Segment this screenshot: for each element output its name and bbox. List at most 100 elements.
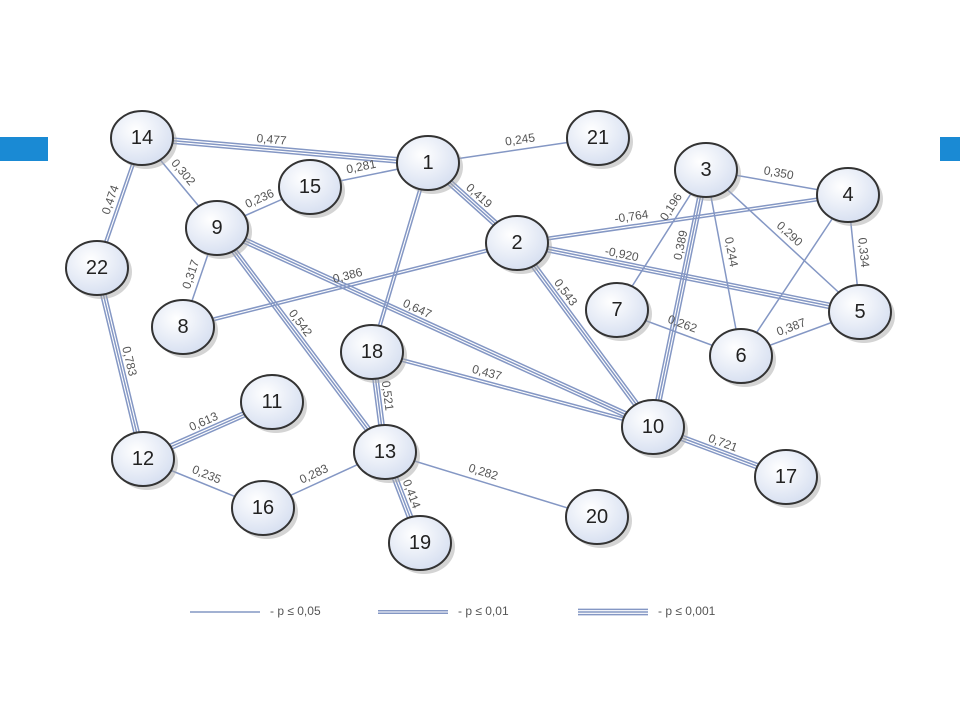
edge-label: 0,437 (471, 362, 504, 383)
edge-line (518, 241, 656, 426)
node (65, 240, 129, 296)
node-label: 4 (842, 184, 853, 206)
node-label: 12 (132, 448, 154, 470)
edge-line (372, 163, 430, 353)
node-label: 10 (642, 416, 664, 438)
node (566, 110, 630, 166)
edge-line (514, 244, 652, 429)
node (565, 489, 629, 545)
node (240, 374, 304, 430)
edge-line (141, 139, 428, 167)
edge-line (652, 169, 707, 428)
node-label: 21 (587, 127, 609, 149)
node-label: 11 (262, 391, 283, 413)
legend-label: - p ≤ 0,001 (658, 604, 716, 618)
legend: - p ≤ 0,05 - p ≤ 0,01 - p ≤ 0,001 (190, 604, 716, 618)
node (709, 328, 773, 384)
node-label: 3 (700, 159, 711, 181)
node-label: 5 (854, 301, 865, 323)
edge-line (384, 451, 598, 518)
edge-label: 0,387 (775, 315, 808, 339)
decor-bar (940, 137, 960, 161)
edge-line (516, 244, 860, 316)
node (754, 449, 818, 505)
edge-line (93, 268, 142, 460)
edge-label: 0,302 (168, 156, 198, 188)
edge-label: 0,386 (331, 265, 364, 286)
edge-label: 0,245 (504, 130, 536, 148)
edge-line (705, 169, 861, 313)
node-label: 8 (177, 316, 188, 338)
edge-label: 0,282 (467, 461, 500, 483)
node (110, 110, 174, 166)
node-label: 13 (374, 441, 396, 463)
node (816, 167, 880, 223)
edge-line (370, 162, 428, 352)
edge-line (517, 239, 861, 311)
edge-line (372, 350, 654, 427)
node-label: 17 (775, 466, 797, 488)
node (388, 515, 452, 571)
edge-line (654, 170, 710, 428)
edge-line (740, 194, 849, 357)
legend-label: - p ≤ 0,01 (458, 604, 509, 618)
node-label: 20 (586, 506, 608, 528)
legend-label: - p ≤ 0,05 (270, 604, 321, 618)
edge-line (214, 229, 384, 455)
edge-line (215, 229, 653, 431)
edge-line (98, 267, 147, 459)
node (231, 480, 295, 536)
node (828, 284, 892, 340)
edge-line (649, 169, 705, 427)
edge-line (371, 352, 653, 429)
edge-line (183, 243, 518, 329)
edge-label: 0,317 (179, 258, 202, 291)
edge-line (516, 242, 654, 428)
node (353, 424, 417, 480)
node (151, 299, 215, 355)
edge-line (96, 267, 144, 460)
node (621, 399, 685, 455)
edge-label: 0,542 (286, 307, 315, 340)
node (485, 215, 549, 271)
node-label: 16 (252, 497, 274, 519)
edge-label: 0,290 (774, 218, 806, 249)
node-label: 9 (211, 217, 222, 239)
node (185, 200, 249, 256)
edge-line (218, 225, 388, 451)
node-label: 19 (409, 532, 431, 554)
edge-label: 0,477 (256, 131, 287, 148)
edge-label: 0,262 (666, 312, 699, 336)
edge-label: 0,283 (297, 461, 330, 486)
edge-line (216, 227, 654, 428)
decor-bar (0, 137, 48, 161)
edge-label: 0,350 (763, 163, 795, 182)
edge-label: 0,334 (855, 237, 872, 269)
edge-line (517, 195, 849, 246)
edge-line (217, 224, 655, 426)
node-label: 2 (511, 232, 522, 254)
node (396, 135, 460, 191)
node-label: 7 (611, 299, 622, 321)
edge-label: 0,281 (345, 157, 378, 177)
node-label: 18 (361, 341, 383, 363)
edge-line (705, 169, 742, 357)
node (111, 431, 175, 487)
edge-line (216, 227, 386, 453)
node (585, 282, 649, 338)
node-label: 15 (299, 176, 321, 198)
node (674, 142, 738, 198)
node-label: 14 (131, 127, 153, 149)
edge-line (142, 134, 429, 162)
edge-line (182, 241, 517, 327)
edge-label: 0,521 (379, 380, 397, 412)
node-label: 6 (735, 345, 746, 367)
edge-line (516, 242, 861, 313)
edge-label: 0,783 (119, 345, 140, 378)
edge-line (141, 137, 429, 164)
node (340, 324, 404, 380)
node-label: 22 (86, 257, 108, 279)
edge-label: 0,244 (722, 236, 741, 268)
